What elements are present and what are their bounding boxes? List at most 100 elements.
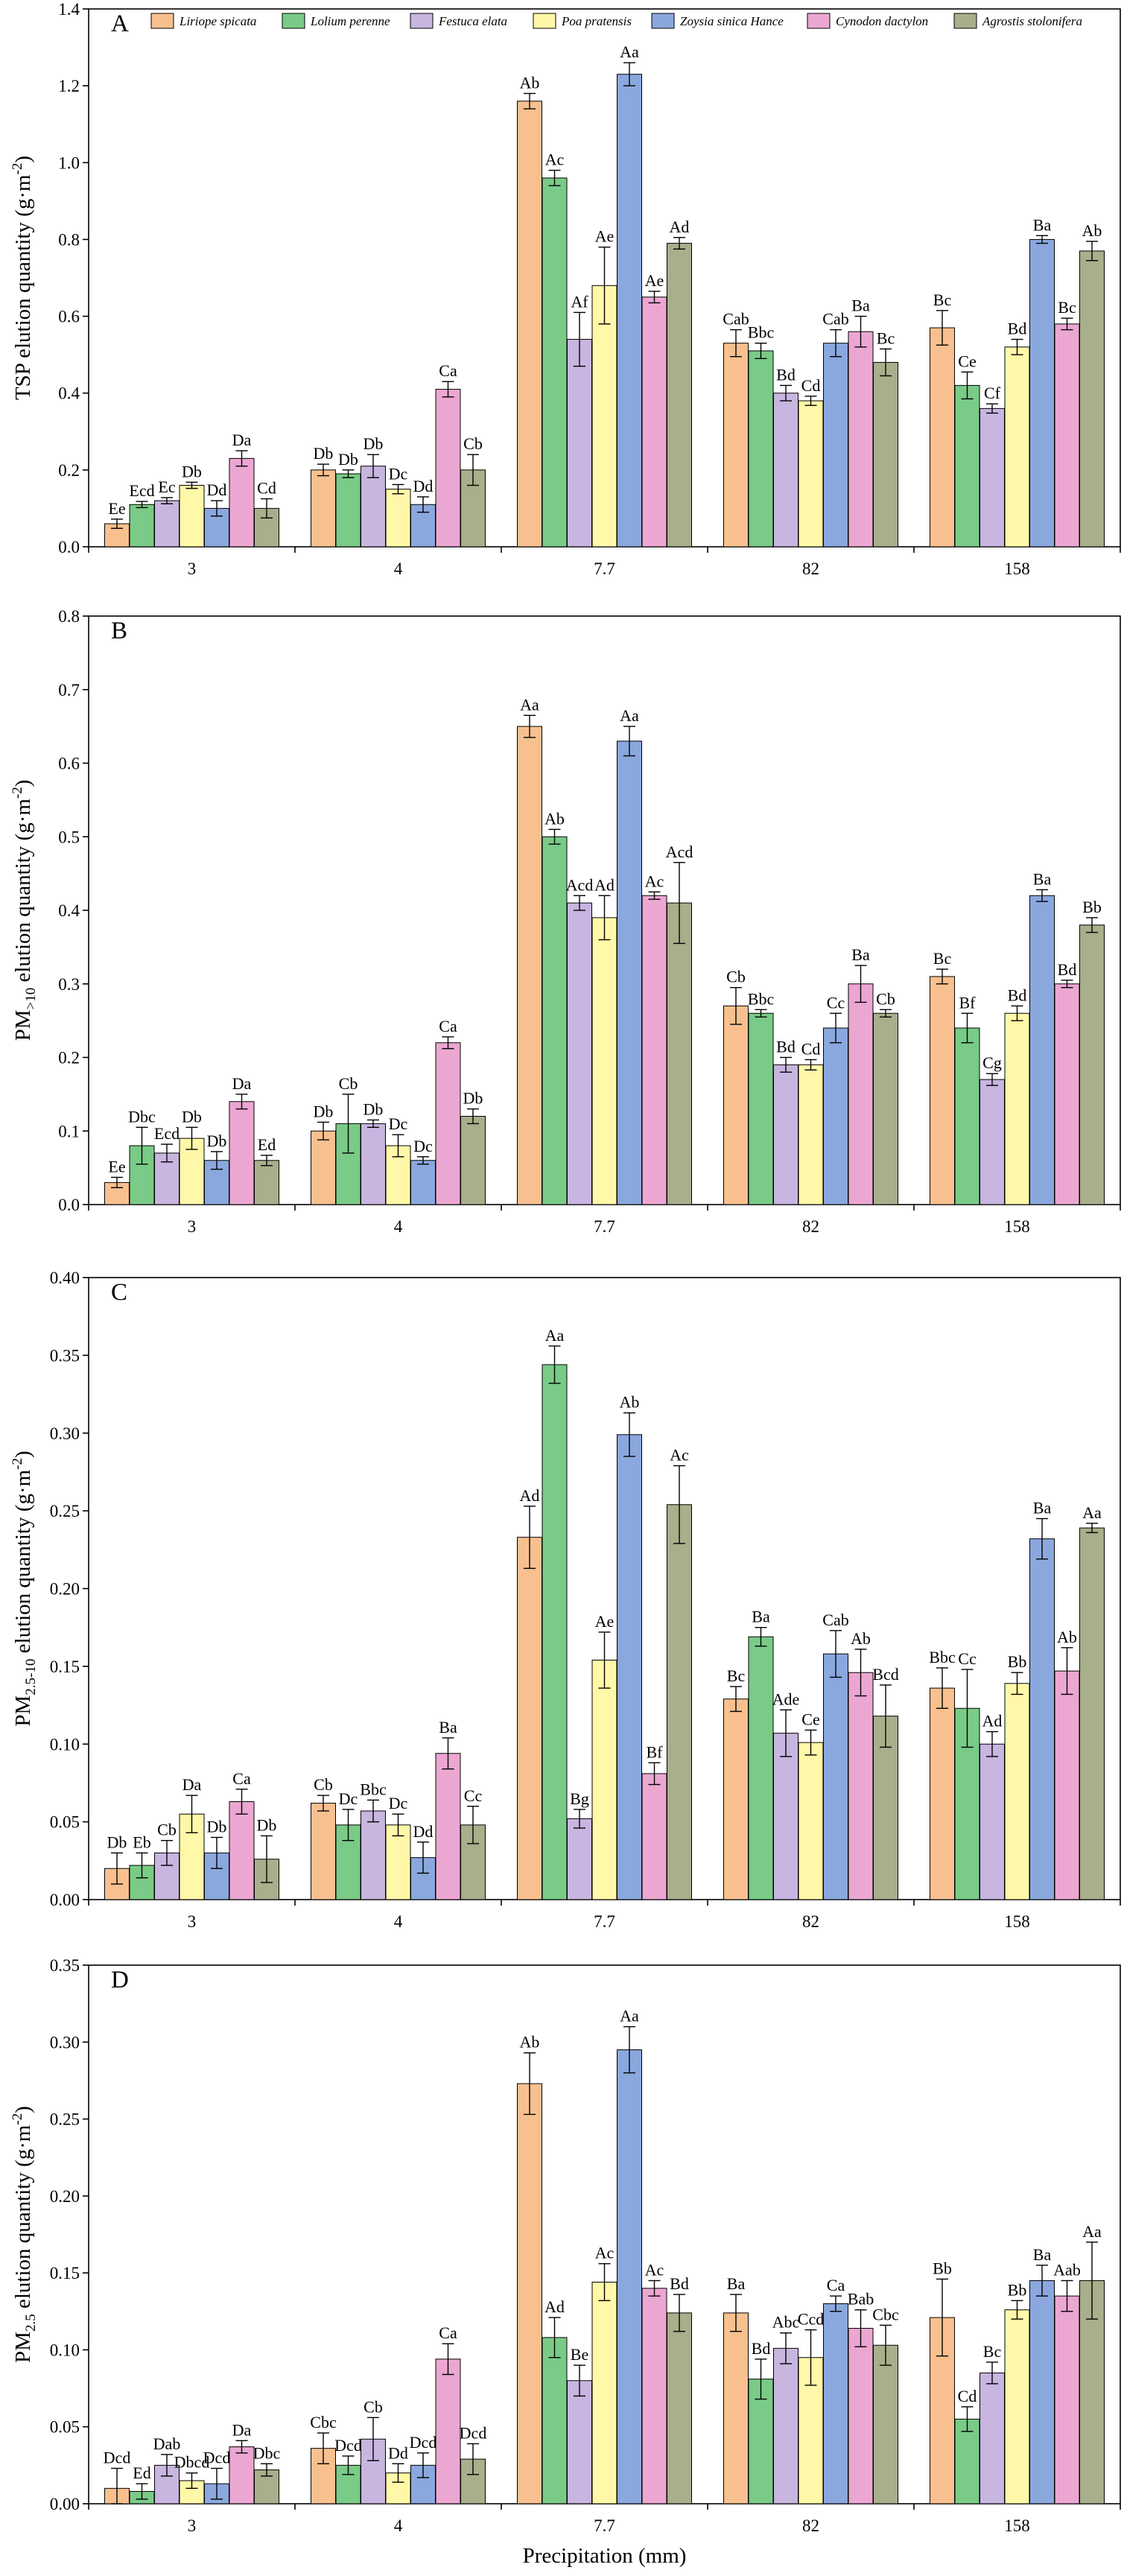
- bar: [179, 484, 205, 548]
- x-tick-label: 82: [802, 1912, 819, 1931]
- significance-label: Dd: [413, 1822, 434, 1841]
- significance-label: Cb: [726, 968, 746, 986]
- y-tick-label: 0.10: [50, 2341, 80, 2359]
- significance-label: Bd: [1058, 960, 1077, 979]
- significance-label: Ca: [232, 1769, 251, 1788]
- y-tick-label: 0.2: [58, 1049, 80, 1067]
- significance-label: Cbc: [872, 2305, 899, 2323]
- bar: [979, 407, 1005, 548]
- significance-label: Bd: [670, 2274, 689, 2293]
- significance-label: Dbcd: [174, 2453, 210, 2472]
- bar: [748, 350, 774, 548]
- legend-label: Poa pratensis: [561, 14, 632, 28]
- significance-label: Aa: [520, 695, 539, 714]
- bar: [542, 1364, 568, 1900]
- bar: [460, 1116, 486, 1205]
- significance-label: Dc: [339, 1789, 358, 1808]
- legend-label: Festuca elata: [438, 14, 507, 28]
- bar: [667, 902, 692, 1205]
- legend-swatch: [953, 13, 977, 29]
- significance-label: Dc: [389, 1114, 408, 1133]
- significance-label: Aa: [1082, 2222, 1102, 2241]
- significance-label: Ac: [595, 2244, 615, 2262]
- legend: Liriope spicata Lolium perenne Festuca ela…: [150, 13, 1082, 29]
- bar: [435, 1042, 461, 1205]
- y-tick-label: 0.3: [58, 975, 80, 994]
- y-tick-label: 0.0: [58, 538, 80, 556]
- bar: [435, 2358, 461, 2504]
- bar: [798, 400, 824, 548]
- significance-label: Bc: [1058, 298, 1076, 317]
- legend-swatch: [410, 13, 434, 29]
- panel-label: B: [111, 618, 127, 644]
- y-tick-label: 0.6: [58, 308, 80, 326]
- significance-label: Ab: [620, 1393, 640, 1412]
- bar: [954, 2418, 980, 2504]
- y-tick-label: 0.30: [50, 1424, 80, 1443]
- bar: [1054, 1670, 1080, 1900]
- significance-label: Bbc: [748, 323, 775, 342]
- bar: [311, 1803, 336, 1900]
- x-tick-label: 7.7: [594, 2516, 615, 2535]
- significance-label: Ca: [439, 361, 457, 380]
- panel-label: A: [111, 10, 129, 37]
- significance-label: Cb: [363, 2397, 383, 2416]
- significance-label: Acd: [566, 875, 594, 894]
- significance-label: Bd: [1008, 320, 1027, 338]
- bar: [617, 1434, 642, 1900]
- x-tick-label: 7.7: [594, 559, 615, 578]
- legend-swatch: [282, 13, 305, 29]
- legend-label: Agrostis stolonifera: [982, 14, 1082, 28]
- bar: [335, 473, 361, 548]
- legend-label: Zoysia sinica Hance: [680, 14, 784, 28]
- significance-label: Cc: [827, 993, 845, 1012]
- bar: [154, 500, 180, 548]
- bar: [229, 457, 255, 548]
- x-tick-label: 158: [1004, 559, 1030, 578]
- significance-label: Dcd: [460, 2423, 487, 2442]
- significance-label: Ac: [670, 1446, 689, 1465]
- bar: [1004, 1012, 1030, 1205]
- significance-label: Cb: [157, 1821, 177, 1839]
- bar: [823, 1653, 848, 1900]
- y-tick-label: 1.2: [58, 77, 80, 95]
- bar: [591, 285, 617, 548]
- bar: [385, 489, 411, 548]
- y-tick-label: 0.20: [50, 2187, 80, 2206]
- significance-label: Aa: [545, 1326, 565, 1345]
- y-tick-label: 0.8: [58, 230, 80, 249]
- significance-label: Bab: [848, 2290, 874, 2309]
- y-tick-label: 0.00: [50, 2495, 80, 2513]
- bar: [954, 384, 980, 548]
- significance-label: Ba: [1033, 1499, 1052, 1517]
- bar: [542, 2337, 568, 2504]
- significance-label: Db: [363, 1100, 384, 1118]
- bar: [748, 1012, 774, 1205]
- significance-label: Dab: [153, 2434, 181, 2453]
- bar: [848, 331, 874, 548]
- bar: [641, 296, 667, 548]
- significance-label: Ccd: [798, 2310, 824, 2329]
- bar: [517, 2083, 542, 2504]
- y-tick-label: 0.15: [50, 1657, 80, 1676]
- bar: [1054, 983, 1080, 1205]
- bar: [229, 2446, 255, 2504]
- bar: [1029, 238, 1055, 548]
- bar: [229, 1801, 255, 1900]
- y-axis-label: PM>10 elution quantity (g·m-2): [10, 780, 39, 1041]
- significance-label: Bc: [933, 291, 952, 309]
- y-tick-label: 0.0: [58, 1196, 80, 1214]
- bar: [773, 1064, 798, 1205]
- y-tick-label: 0.35: [50, 1346, 80, 1365]
- x-tick-label: 7.7: [594, 1217, 615, 1236]
- significance-label: Bcd: [872, 1665, 898, 1684]
- y-tick-label: 0.5: [58, 828, 80, 846]
- x-tick-label: 4: [394, 559, 403, 578]
- significance-label: Ab: [1057, 1628, 1077, 1646]
- significance-label: Da: [232, 1074, 252, 1093]
- bar: [979, 2372, 1005, 2504]
- significance-label: Db: [182, 462, 202, 480]
- y-tick-label: 0.25: [50, 1502, 80, 1520]
- bar: [542, 177, 568, 548]
